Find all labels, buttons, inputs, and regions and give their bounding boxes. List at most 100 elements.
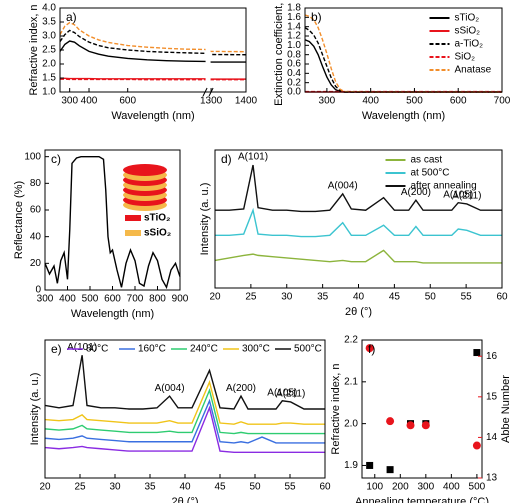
marker	[473, 349, 481, 357]
y-tick-label: 2.0	[344, 418, 358, 429]
panel-label: b)	[311, 10, 322, 24]
x-tick-label: 35	[317, 292, 329, 303]
x-tick-label: 400	[362, 96, 379, 107]
y-tick-label: 0.8	[287, 49, 301, 60]
marker	[386, 466, 394, 474]
y-tick-label: 1.0	[287, 40, 301, 51]
y-tick-label: 1.5	[42, 73, 56, 84]
inset-label: sTiO₂	[144, 213, 171, 224]
peak-label: A(004)	[155, 383, 185, 394]
peak-label: A(004)	[328, 181, 358, 192]
y-axis-label: Refractive index, n	[330, 363, 342, 454]
y-tick-label: 0	[35, 285, 41, 296]
x-tick-label: 20	[209, 292, 221, 303]
y-tick-label: 2.1	[344, 376, 358, 387]
x-tick-label: 300	[37, 294, 54, 305]
y-tick-label: 1.6	[287, 12, 301, 23]
legend-label: 240°C	[190, 344, 218, 355]
x-tick-label: 600	[119, 96, 136, 107]
x-axis-label: 2θ (°)	[345, 306, 372, 318]
legend-label: 160°C	[138, 344, 166, 355]
x-tick-label: 400	[59, 294, 76, 305]
marker	[365, 344, 374, 353]
y2-tick-label: 16	[486, 351, 498, 362]
y-tick-label: 100	[24, 151, 41, 162]
series-line	[215, 207, 502, 238]
series-line	[44, 388, 325, 435]
series-line	[59, 29, 247, 56]
x-tick-label: 60	[496, 292, 508, 303]
marker	[406, 421, 415, 430]
panel-label: f)	[368, 342, 375, 356]
x-tick-label: 900	[172, 294, 189, 305]
y-tick-label: 2.0	[42, 59, 56, 70]
y2-tick-label: 13	[486, 473, 498, 484]
y-tick-label: 1.0	[42, 87, 56, 98]
x-tick-label: 40	[179, 482, 191, 493]
x-tick-label: 600	[450, 96, 467, 107]
x-tick-label: 40	[353, 292, 365, 303]
legend-label: as cast	[411, 155, 443, 166]
axes-frame	[361, 339, 483, 479]
legend-label: sTiO₂	[455, 13, 480, 24]
x-tick-label: 30	[109, 482, 121, 493]
x-tick-label: 60	[319, 482, 331, 493]
y-tick-label: 0.4	[287, 68, 301, 79]
y2-axis-label: Abbe Number	[500, 375, 512, 443]
axes-frame	[44, 339, 326, 479]
marker	[386, 417, 395, 426]
series-line	[44, 405, 325, 453]
x-tick-label: 55	[284, 482, 296, 493]
axes-frame	[214, 149, 503, 289]
peak-label: A(211)	[276, 389, 305, 400]
x-tick-label: 300	[319, 96, 336, 107]
peak-label: A(105)	[443, 189, 473, 200]
y-tick-label: 60	[30, 205, 42, 216]
x-tick-label: 500	[82, 294, 99, 305]
series-line	[59, 21, 247, 53]
x-tick-label: 500	[469, 482, 486, 493]
legend-label: at 500°C	[411, 168, 450, 179]
x-tick-label: 45	[214, 482, 226, 493]
x-axis-label: Wavelength (nm)	[111, 110, 194, 122]
y-tick-label: 2.2	[344, 335, 358, 346]
panel-label: d)	[221, 152, 232, 166]
legend-label: SiO₂	[455, 52, 476, 63]
x-tick-label: 25	[245, 292, 257, 303]
x-axis-label: Wavelength (nm)	[362, 110, 445, 122]
x-tick-label: 45	[389, 292, 401, 303]
x-axis-label: Wavelength (nm)	[71, 308, 154, 320]
peak-label: A(211)	[452, 191, 481, 202]
y-tick-label: 40	[30, 231, 42, 242]
x-tick-label: 200	[392, 482, 409, 493]
x-tick-label: 300	[417, 482, 434, 493]
y-axis-label: Intensity (a. u.)	[199, 183, 211, 256]
peak-label: A(200)	[401, 187, 431, 198]
marker	[472, 441, 481, 450]
x-tick-label: 700	[494, 96, 511, 107]
peak-label: A(200)	[226, 383, 256, 394]
x-tick-label: 35	[144, 482, 156, 493]
series-line	[44, 155, 181, 290]
series-line	[44, 379, 325, 425]
panel-label: a)	[66, 10, 77, 24]
x-tick-label: 50	[249, 482, 261, 493]
y-axis-label: Refractive index, n	[28, 4, 40, 95]
legend-label: Anatase	[455, 65, 492, 76]
x-tick-label: 20	[39, 482, 51, 493]
y-tick-label: 0.0	[287, 87, 301, 98]
y-tick-label: 3.0	[42, 31, 56, 42]
peak-label: A(101)	[67, 342, 97, 353]
inset-swatch	[125, 230, 141, 236]
series-line	[214, 249, 502, 264]
legend-label: after annealing	[411, 181, 477, 192]
series-line	[44, 355, 325, 410]
x-tick-label: 800	[149, 294, 166, 305]
axis-break	[205, 7, 211, 93]
legend-label: 500°C	[294, 344, 322, 355]
x-tick-label: 30	[281, 292, 293, 303]
x-tick-label: 100	[366, 482, 383, 493]
panel-label: c)	[51, 152, 61, 166]
x-axis-label: Annealing temperature (°C)	[355, 496, 489, 503]
